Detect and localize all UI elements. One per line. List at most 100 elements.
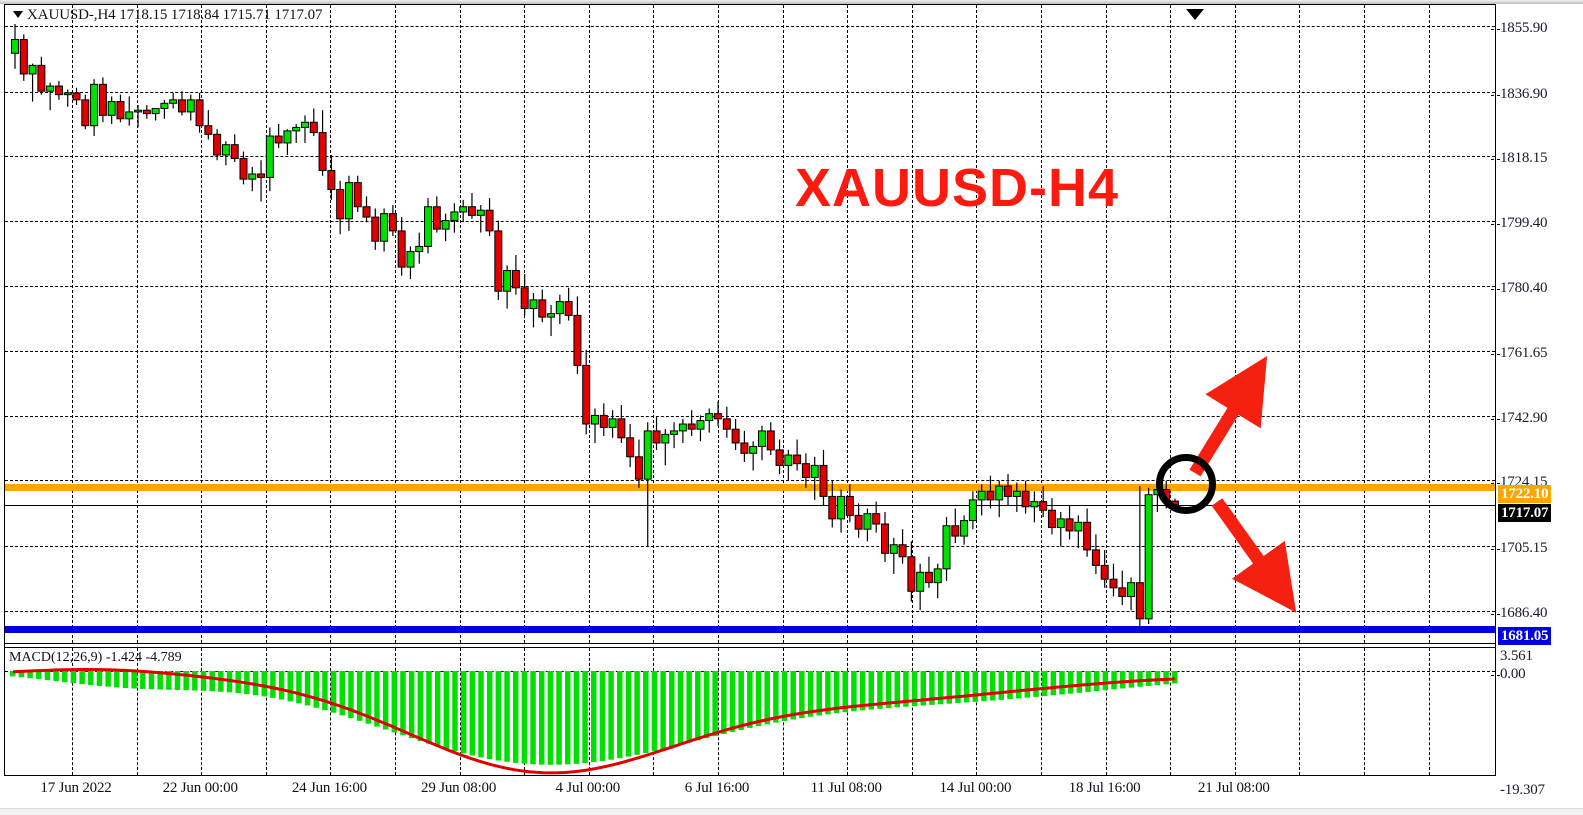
- macd-histogram-bar: [1102, 671, 1109, 691]
- candle-body-bearish: [564, 301, 573, 316]
- macd-histogram-bar: [634, 671, 640, 755]
- macd-histogram-bar: [79, 671, 85, 685]
- macd-axis-tick-label: 3.561: [1500, 648, 1533, 664]
- candle-body-bearish: [1109, 578, 1118, 589]
- candle-body-bearish: [1135, 582, 1144, 620]
- candle-body-bearish: [898, 544, 907, 558]
- candle-body-bearish: [626, 437, 635, 458]
- candle-body-bearish: [1021, 490, 1030, 508]
- macd-histogram-bar: [660, 671, 666, 749]
- macd-histogram-bar: [218, 671, 224, 692]
- price-axis-tick-label: 1836.90: [1491, 86, 1548, 103]
- price-axis-tick-label: 1855.90: [1491, 20, 1548, 37]
- price-axis-tick: [1491, 289, 1500, 291]
- time-gridline: [459, 5, 461, 643]
- price-pane[interactable]: XAUUSD-H4 XAUUSD-,H4 1718.15 1718.84 171…: [5, 5, 1495, 643]
- chart-plot-frame[interactable]: XAUUSD-H4 XAUUSD-,H4 1718.15 1718.84 171…: [4, 4, 1496, 776]
- price-gridline: [5, 415, 1495, 417]
- macd-axis-tick-label: -19.307: [1500, 782, 1545, 798]
- macd-histogram-bar: [192, 671, 198, 691]
- macd-histogram-bar: [1137, 671, 1143, 687]
- macd-histogram-bar: [582, 671, 588, 764]
- candle-body-bearish: [854, 514, 863, 530]
- time-gridline: [1299, 5, 1301, 643]
- candlestick-series: [11, 23, 1179, 631]
- price-axis-tick: [1491, 94, 1500, 96]
- candle-body-bullish: [678, 423, 687, 432]
- macd-pane[interactable]: MACD(12,26,9) -1.424 -4.789: [5, 648, 1495, 775]
- resistance-level-line[interactable]: [5, 484, 1495, 492]
- time-gridline: [782, 5, 784, 643]
- macd-histogram-bar: [617, 671, 623, 759]
- candle-body-bullish: [608, 418, 617, 428]
- macd-histogram-bar: [105, 671, 111, 687]
- candle-body-bearish: [1039, 501, 1048, 511]
- macd-histogram-bar: [478, 671, 484, 758]
- candle-body-bullish: [1012, 490, 1021, 497]
- candle-body-bearish: [362, 206, 371, 218]
- candle-body-bullish: [406, 251, 415, 268]
- candle-body-bearish: [81, 99, 90, 127]
- candle-body-bullish: [301, 121, 309, 128]
- macd-histogram-bar: [356, 671, 363, 721]
- macd-histogram-bar: [781, 671, 788, 722]
- time-gridline: [976, 5, 978, 643]
- macd-histogram-bar: [96, 671, 103, 686]
- candle-body-bullish: [134, 109, 143, 113]
- candle-body-bearish: [432, 206, 441, 230]
- top-position-marker-icon[interactable]: [1186, 9, 1204, 20]
- candle-body-bearish: [274, 135, 283, 144]
- macd-histogram-bar: [313, 671, 320, 708]
- macd-histogram-bar: [573, 671, 580, 764]
- macd-histogram-bar: [747, 671, 753, 728]
- candle-body-bullish: [705, 413, 714, 422]
- macd-axis-tick-label: 0.00: [1491, 666, 1526, 683]
- price-axis-tick-label: 1799.40: [1491, 215, 1548, 232]
- price-axis-tick: [1491, 223, 1500, 225]
- pane-separator-bottom: [5, 647, 1495, 648]
- macd-histogram-bar: [955, 671, 961, 704]
- candle-body-bearish: [845, 495, 854, 516]
- candle-body-bullish: [810, 464, 819, 478]
- support-level-line[interactable]: [5, 626, 1495, 634]
- candle-body-bullish: [968, 499, 977, 522]
- time-axis-tick-label: 4 Jul 00:00: [555, 780, 621, 796]
- candle-body-bullish: [107, 101, 116, 116]
- candle-body-bearish: [652, 430, 661, 444]
- price-level-label-resistance[interactable]: 1722.10: [1498, 485, 1552, 504]
- candle-body-bullish: [441, 220, 450, 230]
- time-axis-tick-label: 11 Jul 08:00: [810, 780, 882, 796]
- macd-time-gridline: [265, 648, 267, 775]
- window-bottom-strip: [0, 808, 1583, 815]
- candle-body-bearish: [494, 230, 503, 292]
- candle-body-bearish: [239, 157, 248, 180]
- candle-body-bullish: [960, 520, 969, 537]
- last-price-level-line[interactable]: [5, 504, 1495, 506]
- macd-histogram-bar: [1163, 671, 1169, 685]
- pane-separator-top: [5, 643, 1495, 644]
- price-axis[interactable]: 1855.90 1836.90 1818.15 1799.40 1780.40 1761.…: [1491, 4, 1583, 798]
- macd-histogram-bar: [365, 671, 372, 724]
- price-axis-tick-label: 1761.65: [1491, 345, 1548, 362]
- candle-body-bearish: [353, 182, 362, 208]
- price-level-label-support[interactable]: 1681.05: [1498, 627, 1552, 646]
- time-axis[interactable]: 17 Jun 2022 22 Jun 00:00 24 Jun 16:00 29 Ju…: [4, 777, 1496, 807]
- price-level-label-last-price[interactable]: 1717.07: [1498, 503, 1552, 522]
- collapse-caret-icon[interactable]: [13, 11, 23, 19]
- macd-time-gridline: [1299, 648, 1301, 775]
- macd-histogram-bar: [426, 671, 432, 744]
- macd-histogram-bar: [625, 671, 632, 757]
- candle-body-bearish: [801, 463, 810, 478]
- price-gridline: [5, 351, 1495, 353]
- time-gridline: [1364, 5, 1365, 643]
- candle-body-bullish: [415, 245, 424, 253]
- candle-body-bullish: [424, 206, 433, 247]
- macd-histogram-bar: [304, 671, 311, 706]
- macd-histogram-bar: [669, 671, 675, 747]
- macd-time-gridline: [1364, 648, 1365, 775]
- candle-body-bullish: [248, 173, 257, 180]
- candle-body-bearish: [213, 133, 222, 156]
- macd-histogram-bar: [486, 671, 493, 760]
- candle-body-bearish: [986, 490, 995, 501]
- candle-body-bearish: [72, 92, 81, 101]
